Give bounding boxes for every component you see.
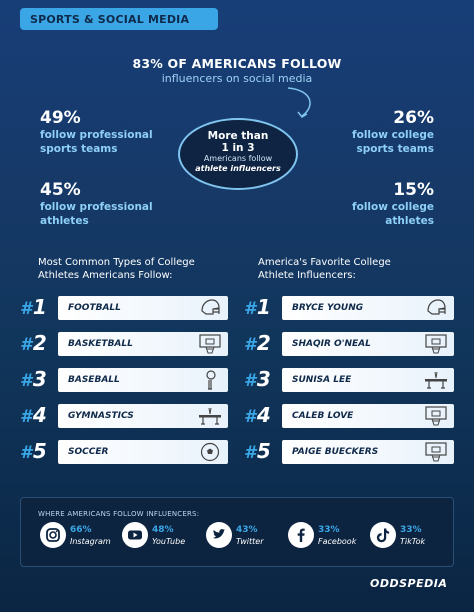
platform-name: Facebook — [318, 537, 357, 546]
rank-item: #3 BASEBALL — [20, 364, 228, 394]
platform-name: Instagram — [70, 537, 111, 546]
rank-item: #5 PAIGE BUECKERS — [244, 436, 454, 466]
rank-item: #1 FOOTBALL — [20, 292, 228, 322]
rank-item: #3 SUNISA LEE — [244, 364, 454, 394]
stat-desc-1: follow college — [352, 129, 434, 141]
rank-number: #1 — [244, 295, 271, 319]
instagram-icon — [40, 522, 66, 548]
stat-pct: 15% — [393, 180, 434, 200]
basketball-hoop-icon — [199, 334, 221, 354]
curved-arrow-icon — [287, 87, 311, 118]
rank-label: BASEBALL — [58, 368, 228, 392]
stat-desc-1: follow professional — [40, 201, 153, 213]
rank-item: #4 GYMNASTICS — [20, 400, 228, 430]
section-header-title: SPORTS & SOCIAL MEDIA — [30, 12, 190, 26]
platforms-panel — [20, 497, 454, 567]
circle-line-2: 1 in 3 — [221, 142, 255, 154]
stat-pct: 26% — [393, 108, 434, 128]
oddspedia-logo: ODDSPEDIA — [370, 577, 448, 590]
rank-label: FOOTBALL — [58, 296, 228, 320]
facebook-icon — [288, 522, 314, 548]
right-column-title: America's Favorite College Athlete Influ… — [258, 256, 391, 282]
headline: 83% OF AMERICANS FOLLOW — [132, 56, 342, 71]
circle-line-3: Americans follow — [203, 154, 273, 163]
stat-desc-2: athletes — [385, 215, 434, 227]
rank-number: #3 — [20, 367, 47, 391]
stat-desc-2: athletes — [40, 215, 89, 227]
rank-label: PAIGE BUECKERS — [282, 440, 454, 464]
rank-item: #5 SOCCER — [20, 436, 228, 466]
platforms-title: WHERE AMERICANS FOLLOW INFLUENCERS: — [38, 510, 200, 518]
highlight-circle: More than 1 in 3 Americans follow athlet… — [178, 118, 298, 190]
basketball-hoop-icon — [425, 334, 447, 354]
stat-pro-athletes: 45% follow professional athletes — [40, 180, 153, 228]
left-column-title: Most Common Types of College Athletes Am… — [38, 256, 195, 282]
rank-item: #4 CALEB LOVE — [244, 400, 454, 430]
rank-label: BRYCE YOUNG — [282, 296, 454, 320]
basketball-hoop-icon — [425, 442, 447, 462]
right-column-title-line-2: Athlete Influencers: — [258, 270, 356, 281]
left-column-title-line-1: Most Common Types of College — [38, 257, 195, 268]
rank-number: #4 — [20, 403, 47, 427]
balance-beam-icon — [199, 407, 221, 425]
rank-number: #4 — [244, 403, 271, 427]
platform-pct: 48% — [152, 525, 174, 535]
rank-number: #2 — [244, 331, 271, 355]
stat-desc-1: follow professional — [40, 129, 153, 141]
subheadline: influencers on social media — [161, 72, 313, 85]
rank-item: #2 BASKETBALL — [20, 328, 228, 358]
rank-number: #5 — [20, 439, 47, 463]
rank-label: CALEB LOVE — [282, 404, 454, 428]
rank-label: SHAQIR O'NEAL — [282, 332, 454, 356]
stat-college-athletes: 15% follow college athletes — [352, 180, 434, 228]
platform-name: Twitter — [236, 537, 264, 546]
rank-item: #2 SHAQIR O'NEAL — [244, 328, 454, 358]
football-helmet-icon — [427, 299, 446, 315]
rank-number: #1 — [20, 295, 47, 319]
stat-desc-1: follow college — [352, 201, 434, 213]
stat-desc-2: sports teams — [40, 143, 118, 155]
platform-pct: 66% — [70, 525, 92, 535]
right-column-title-line-1: America's Favorite College — [258, 257, 391, 268]
section-header: SPORTS & SOCIAL MEDIA — [20, 8, 218, 30]
twitter-icon — [206, 522, 232, 548]
football-helmet-icon — [201, 299, 220, 315]
stat-pct: 45% — [40, 180, 81, 200]
youtube-icon — [122, 522, 148, 548]
platform-pct: 33% — [400, 525, 422, 535]
soccer-ball-icon — [200, 442, 220, 462]
circle-line-4: athlete influencers — [195, 164, 281, 173]
circle-line-1: More than — [207, 130, 269, 142]
tiktok-icon — [370, 522, 396, 548]
platform-name: TikTok — [400, 537, 426, 546]
stat-pro-teams: 49% follow professional sports teams — [40, 108, 153, 156]
left-column-title-line-2: Athletes Americans Follow: — [38, 270, 173, 281]
balance-beam-icon — [425, 371, 447, 389]
rank-item: #1 BRYCE YOUNG — [244, 292, 454, 322]
platform-pct: 43% — [236, 525, 258, 535]
baseball-bat-icon — [206, 370, 216, 390]
basketball-hoop-icon — [425, 406, 447, 426]
rank-label: SOCCER — [58, 440, 228, 464]
platform-pct: 33% — [318, 525, 340, 535]
rank-number: #5 — [244, 439, 271, 463]
stat-desc-2: sports teams — [356, 143, 435, 155]
rank-number: #3 — [244, 367, 271, 391]
stat-college-teams: 26% follow college sports teams — [352, 108, 434, 156]
platform-name: YouTube — [152, 537, 186, 546]
stat-pct: 49% — [40, 108, 81, 128]
rank-number: #2 — [20, 331, 47, 355]
